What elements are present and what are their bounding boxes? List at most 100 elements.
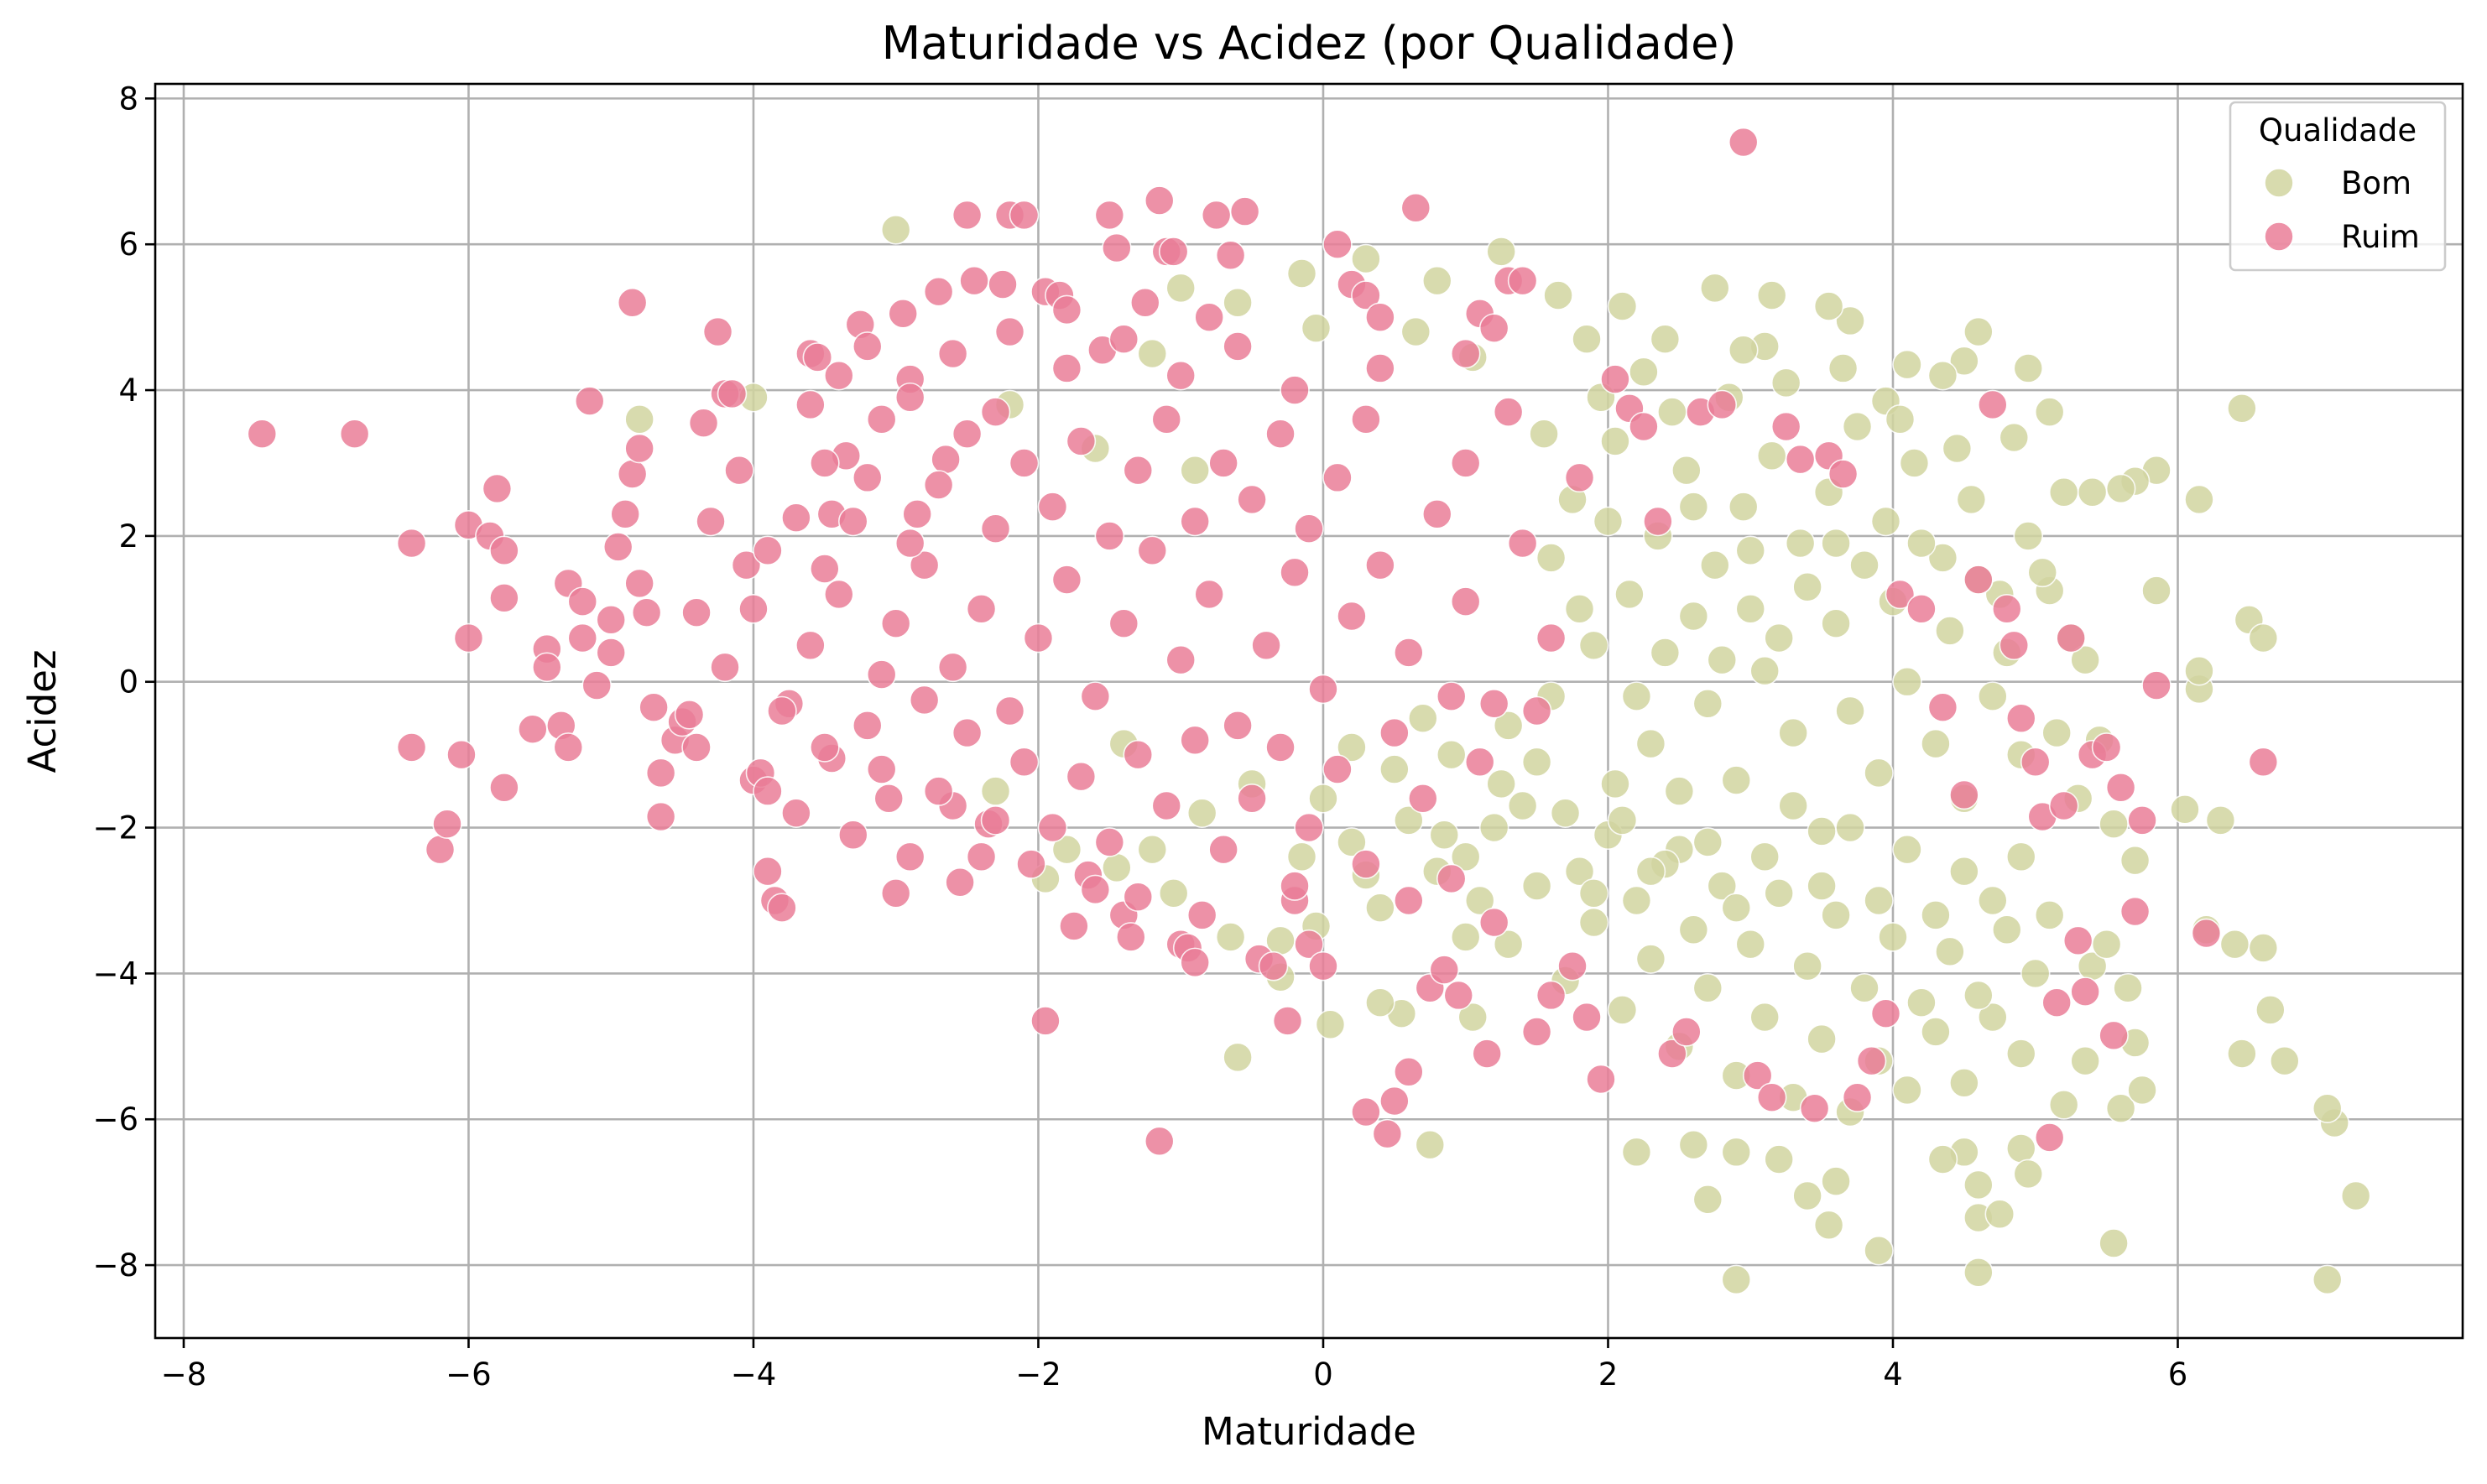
point-ruim: [1400, 192, 1431, 223]
point-ruim: [731, 549, 762, 581]
point-bom: [1600, 426, 1630, 456]
x-tick-label: 6: [2168, 1356, 2188, 1393]
point-bom: [1365, 987, 1395, 1018]
point-ruim: [852, 711, 883, 741]
point-ruim: [902, 499, 932, 529]
point-bom: [1400, 316, 1431, 347]
point-bom: [1778, 790, 1808, 821]
point-ruim: [2099, 1020, 2129, 1051]
point-bom: [1315, 1009, 1346, 1040]
point-bom: [2270, 1045, 2300, 1076]
point-bom: [2105, 1093, 2136, 1124]
point-ruim: [1051, 353, 1082, 383]
point-bom: [1137, 834, 1168, 865]
point-bom: [1137, 338, 1168, 369]
point-ruim: [1507, 528, 1538, 559]
point-ruim: [1657, 1039, 1687, 1069]
point-ruim: [1493, 397, 1524, 427]
point-ruim: [1728, 127, 1759, 158]
point-ruim: [1165, 360, 1197, 391]
point-bom: [1436, 739, 1467, 770]
point-ruim: [945, 867, 975, 898]
point-ruim: [1827, 459, 1859, 489]
point-bom: [1807, 871, 1837, 901]
point-ruim: [1059, 911, 1089, 941]
point-ruim: [1478, 907, 1509, 938]
point-bom: [880, 215, 911, 245]
point-bom: [980, 776, 1011, 806]
point-bom: [1051, 834, 1082, 865]
point-bom: [1764, 877, 1794, 909]
point-bom: [1764, 1144, 1794, 1174]
point-bom: [1493, 929, 1524, 960]
point-ruim: [1094, 521, 1125, 551]
point-bom: [1379, 754, 1410, 784]
point-ruim: [1037, 492, 1068, 522]
point-bom: [1999, 422, 2030, 453]
point-ruim: [1365, 549, 1395, 581]
series-ruim: [247, 127, 2279, 1157]
point-bom: [1707, 644, 1738, 675]
point-ruim: [894, 382, 925, 413]
point-ruim: [1201, 200, 1232, 231]
point-ruim: [1535, 980, 1567, 1011]
point-bom: [1215, 922, 1246, 952]
point-ruim: [482, 473, 513, 504]
point-ruim: [824, 360, 854, 391]
legend-label-ruim: Ruim: [2341, 219, 2420, 255]
x-tick-label: −8: [161, 1356, 207, 1393]
point-bom: [1956, 484, 1987, 515]
point-ruim: [1586, 1064, 1616, 1095]
point-bom: [1699, 273, 1730, 304]
point-bom: [1692, 972, 1723, 1003]
legend-marker-ruim: [2264, 221, 2294, 252]
point-ruim: [1365, 302, 1395, 332]
point-bom: [1735, 535, 1766, 566]
point-ruim: [1436, 863, 1467, 894]
point-bom: [1728, 335, 1759, 366]
point-ruim: [1842, 1082, 1873, 1112]
point-bom: [2020, 958, 2051, 989]
point-bom: [1807, 1023, 1837, 1054]
point-ruim: [852, 331, 883, 362]
x-tick-label: −2: [1015, 1356, 1061, 1393]
point-ruim: [1229, 196, 1260, 227]
point-bom: [2091, 929, 2122, 960]
point-ruim: [2191, 918, 2222, 949]
point-bom: [2184, 484, 2214, 515]
point-ruim: [1756, 1082, 1787, 1112]
point-bom: [1892, 666, 1922, 697]
point-ruim: [1280, 375, 1310, 405]
point-ruim: [674, 700, 705, 730]
point-ruim: [810, 554, 840, 584]
point-ruim: [931, 444, 961, 475]
point-bom: [2005, 1133, 2036, 1164]
point-bom: [2312, 1093, 2343, 1124]
point-bom: [1978, 1002, 2008, 1033]
point-bom: [1600, 768, 1630, 799]
point-bom: [1864, 885, 1894, 916]
point-bom: [1864, 1235, 1894, 1266]
point-bom: [2170, 794, 2200, 825]
point-ruim: [781, 502, 811, 533]
point-ruim: [553, 732, 584, 763]
point-ruim: [1870, 998, 1901, 1029]
point-ruim: [2020, 747, 2051, 778]
point-ruim: [923, 776, 954, 806]
point-ruim: [1521, 695, 1552, 726]
point-ruim: [1450, 338, 1481, 369]
point-bom: [1827, 353, 1859, 383]
point-ruim: [1066, 761, 1097, 792]
point-ruim: [937, 338, 968, 369]
point-bom: [2184, 655, 2214, 686]
point-ruim: [1707, 389, 1738, 420]
point-bom: [1635, 944, 1666, 974]
point-bom: [1749, 1002, 1781, 1033]
point-ruim: [1280, 557, 1310, 588]
point-bom: [2227, 393, 2257, 424]
point-ruim: [1999, 630, 2030, 661]
point-bom: [1921, 1017, 1951, 1047]
point-bom: [1906, 987, 1937, 1018]
y-tick-label: 4: [118, 372, 138, 409]
point-ruim: [923, 470, 954, 500]
